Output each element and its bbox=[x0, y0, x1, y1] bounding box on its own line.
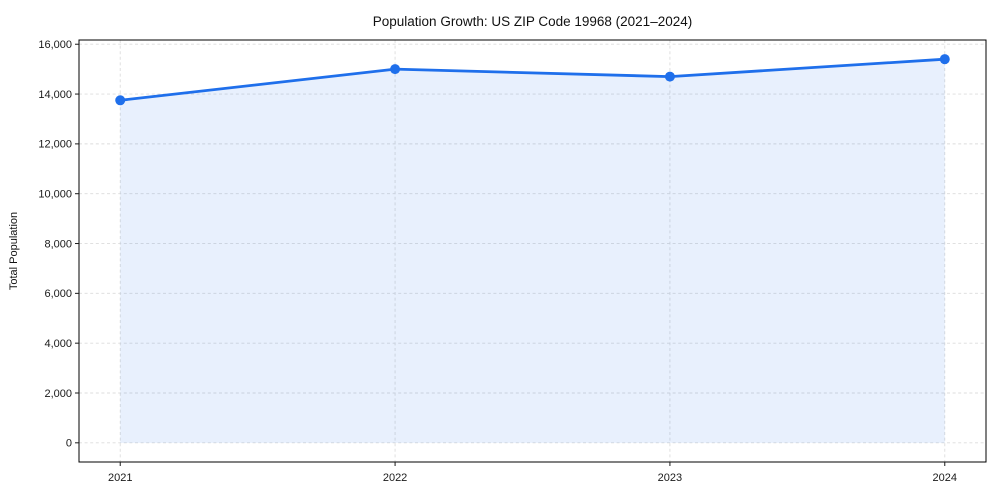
y-tick-label: 12,000 bbox=[38, 139, 72, 151]
y-tick-label: 8,000 bbox=[44, 238, 72, 250]
y-tick-label: 6,000 bbox=[44, 288, 72, 300]
y-tick-label: 16,000 bbox=[38, 39, 72, 51]
y-tick-label: 14,000 bbox=[38, 89, 72, 101]
ticks-layer: 0 2,000 4,000 6,000 8,000 10,000 12,000 14,000 1… bbox=[38, 39, 957, 484]
x-tick-label: 2023 bbox=[658, 472, 682, 484]
area-fill bbox=[120, 59, 945, 443]
chart-title: Population Growth: US ZIP Code 19968 (20… bbox=[373, 14, 692, 29]
data-point bbox=[390, 64, 401, 75]
y-axis-title: Total Population bbox=[8, 212, 20, 290]
plot-border bbox=[78, 39, 987, 463]
data-point bbox=[664, 71, 675, 82]
x-tick-label: 2022 bbox=[383, 472, 407, 484]
y-tick-label: 10,000 bbox=[38, 189, 72, 201]
y-tick-label: 4,000 bbox=[44, 338, 72, 350]
series-layer bbox=[115, 54, 950, 443]
x-tick-label: 2021 bbox=[108, 472, 132, 484]
series-line bbox=[118, 57, 947, 102]
data-point bbox=[939, 54, 950, 65]
y-tick-label: 0 bbox=[66, 438, 72, 450]
x-tick-label: 2024 bbox=[933, 472, 957, 484]
data-point bbox=[115, 95, 126, 106]
y-tick-label: 2,000 bbox=[44, 388, 72, 400]
